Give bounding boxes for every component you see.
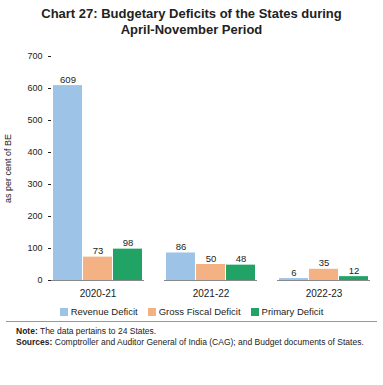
svg-text:400: 400 bbox=[27, 147, 42, 157]
svg-text:86: 86 bbox=[176, 241, 187, 252]
svg-text:200: 200 bbox=[27, 211, 42, 221]
svg-text:as per cent of BE: as per cent of BE bbox=[3, 134, 13, 203]
svg-text:700: 700 bbox=[27, 51, 42, 61]
html-text:Primary Deficit: Primary Deficit bbox=[261, 306, 324, 317]
html-text:Revenue Deficit: Revenue Deficit bbox=[70, 306, 138, 317]
html-text:Gross Fiscal Deficit: Gross Fiscal Deficit bbox=[158, 306, 241, 317]
svg-text:73: 73 bbox=[93, 245, 104, 256]
svg-text:98: 98 bbox=[123, 237, 134, 248]
svg-text:35: 35 bbox=[319, 257, 330, 268]
svg-text:48: 48 bbox=[236, 253, 247, 264]
svg-text:50: 50 bbox=[206, 253, 217, 264]
svg-text:2020-21: 2020-21 bbox=[80, 288, 117, 299]
svg-text:2022-23: 2022-23 bbox=[306, 288, 343, 299]
html-text:Sources: Comptroller and Audit: Sources: Comptroller and Auditor General… bbox=[16, 337, 364, 347]
svg-text:100: 100 bbox=[27, 243, 42, 253]
svg-text:6: 6 bbox=[291, 267, 296, 278]
svg-text:2021-22: 2021-22 bbox=[193, 288, 230, 299]
svg-text:0: 0 bbox=[37, 275, 42, 285]
svg-text:500: 500 bbox=[27, 115, 42, 125]
svg-text:600: 600 bbox=[27, 83, 42, 93]
svg-text:609: 609 bbox=[60, 74, 76, 85]
svg-text:300: 300 bbox=[27, 179, 42, 189]
svg-text:12: 12 bbox=[349, 265, 360, 276]
html-text:Chart 27: Budgetary Deficits o: Chart 27: Budgetary Deficits of the Stat… bbox=[41, 6, 342, 37]
html-text:Note: The data pertains to 24: Note: The data pertains to 24 States. bbox=[16, 326, 157, 336]
